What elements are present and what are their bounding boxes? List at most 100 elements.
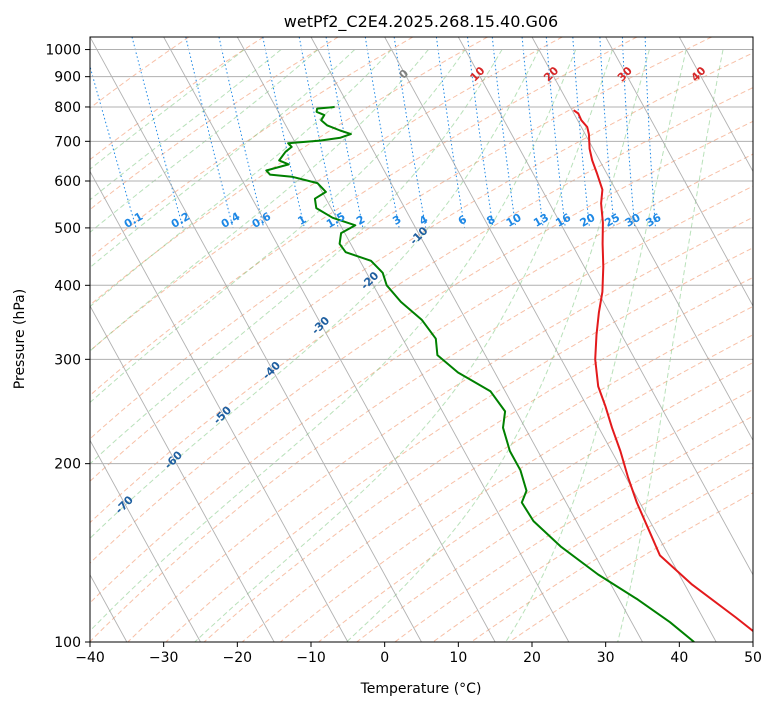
y-tick-label: 800	[54, 100, 81, 116]
isotherm-label: -60	[162, 448, 185, 471]
moist-adiabat	[617, 49, 724, 642]
mixing-ratio-line	[572, 37, 590, 228]
y-tick-label: 1000	[45, 43, 81, 59]
dry-adiabat	[90, 37, 563, 352]
dry-adiabats	[90, 37, 753, 642]
mixing-ratio-label: 25	[602, 211, 622, 230]
dewpoint-profile	[265, 106, 695, 642]
mixing-ratio-label: 20	[578, 211, 598, 230]
x-axis: −40 −30 −20 −10 0 10 20 30 40 50	[75, 642, 762, 666]
dry-adiabat	[165, 247, 753, 642]
mixing-ratio-line	[521, 37, 544, 228]
y-tick-label: 300	[54, 352, 81, 368]
mixing-ratio-label: 1	[296, 213, 309, 228]
moist-adiabat	[505, 49, 687, 642]
dry-adiabat	[90, 37, 488, 306]
moist-adiabat	[90, 49, 466, 404]
sounding-profiles	[265, 106, 753, 642]
isotherm	[310, 37, 643, 642]
isotherm	[90, 37, 422, 642]
isotherm	[90, 439, 201, 642]
y-tick-label: 900	[54, 70, 81, 86]
dry-adiabat	[241, 305, 753, 642]
isotherm-label: -50	[211, 403, 234, 426]
x-axis-label: Temperature (°C)	[360, 681, 482, 697]
mixing-ratio-label: 3	[390, 213, 403, 228]
mixing-ratio-label: 16	[553, 211, 573, 230]
moist-adiabat	[346, 49, 650, 642]
mixing-ratio-label: 36	[644, 211, 664, 230]
isobar-gridlines	[90, 49, 753, 642]
plot-frame	[89, 36, 754, 643]
moist-adiabat	[194, 49, 613, 642]
mixing-ratio-line	[262, 37, 305, 229]
isotherm-label: -80	[64, 538, 87, 561]
dry-adiabat	[90, 37, 264, 161]
dry-adiabat	[280, 334, 753, 642]
mixing-ratio-label: 30	[623, 211, 643, 230]
x-tick-label: 20	[523, 650, 541, 666]
mixing-ratio-label: 8	[484, 213, 497, 228]
y-tick-label: 200	[54, 457, 81, 473]
chart-title: wetPf2_C2E4.2025.268.15.40.G06	[284, 12, 558, 32]
isotherm	[90, 304, 275, 642]
x-tick-label: −10	[296, 650, 326, 666]
temperature-profile	[573, 109, 753, 633]
dry-adiabat	[90, 37, 638, 397]
mixing-ratio-line	[467, 37, 494, 228]
isotherm	[678, 37, 753, 173]
dry-adiabat	[90, 37, 712, 440]
moist-adiabat	[90, 49, 245, 170]
isotherm-label: 20	[541, 64, 561, 84]
dry-adiabat	[318, 361, 753, 642]
mixing-ratio-line	[185, 37, 234, 229]
isotherm	[605, 37, 753, 307]
dry-adiabat	[127, 216, 753, 642]
isotherm	[236, 37, 570, 642]
mixing-ratio-line	[218, 37, 265, 229]
mixing-ratio-label: 10	[504, 211, 524, 230]
plot-area: 0.1 0.2 0.4 0.6 1 1.5 2 3 4 6 8 10 13 16 20 25 30 360 10 20…	[14, 37, 753, 642]
moist-adiabats	[90, 49, 724, 642]
skewed-isotherms	[90, 37, 753, 642]
moist-adiabat	[90, 49, 319, 233]
mixing-ratio-line	[131, 37, 184, 229]
x-tick-label: 30	[597, 650, 615, 666]
dry-adiabat	[90, 37, 414, 259]
y-tick-label: 100	[54, 635, 81, 651]
isotherm	[384, 37, 717, 642]
dry-adiabat	[90, 37, 190, 109]
x-tick-label: 10	[449, 650, 467, 666]
isotherm	[752, 37, 753, 38]
isotherm	[457, 37, 753, 576]
dry-adiabat	[90, 87, 753, 524]
y-axis: 100 200 300 400 500 600 700 800 900 1000	[45, 43, 90, 651]
isotherm-label: 40	[689, 64, 709, 84]
mixing-ratio-label: 6	[456, 213, 469, 228]
isotherm-label: 0	[397, 67, 412, 82]
isotherm	[163, 37, 496, 642]
mixing-ratio-line	[90, 64, 137, 229]
isotherm-label: -90	[14, 583, 37, 606]
isotherm-label: 30	[615, 64, 635, 84]
dry-adiabat	[90, 37, 339, 211]
moist-adiabat	[90, 49, 503, 465]
x-tick-label: 40	[670, 650, 688, 666]
mixing-ratio-label: 13	[531, 211, 551, 230]
isotherm-label: -30	[309, 314, 332, 337]
moist-adiabat	[90, 49, 356, 269]
mixing-ratio-line	[491, 37, 517, 228]
dry-adiabat	[90, 120, 753, 564]
isotherm	[531, 37, 753, 442]
y-tick-label: 700	[54, 134, 81, 150]
moist-adiabat	[90, 49, 282, 201]
mixing-ratio-line	[435, 37, 466, 228]
moist-adiabat	[90, 49, 429, 352]
isotherm-label: -20	[358, 269, 381, 292]
moist-adiabat	[90, 49, 392, 308]
x-tick-label: 0	[380, 650, 389, 666]
isotherm	[90, 170, 349, 642]
y-tick-label: 600	[54, 174, 81, 190]
mixing-ratio-line	[545, 37, 566, 228]
